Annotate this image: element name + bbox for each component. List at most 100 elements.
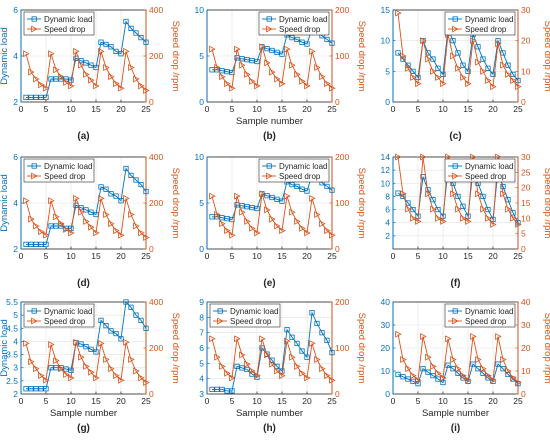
y-right-tick-label: 200 — [335, 5, 349, 15]
speed-drop-point — [133, 222, 140, 230]
legend-marker — [266, 163, 272, 169]
speed-drop-point — [455, 64, 462, 72]
dynamic-load-point — [460, 203, 466, 209]
y-right-axis-label: Speed drop /rpm — [356, 21, 367, 92]
x-tick-label: 20 — [116, 104, 126, 114]
speed-drop-point — [138, 374, 145, 382]
speed-drop-point — [324, 227, 331, 235]
speed-drop-point — [495, 40, 502, 48]
speed-drop-point — [515, 220, 522, 228]
y-left-tick-label: 0 — [385, 97, 390, 107]
dynamic-load-point — [269, 194, 275, 201]
y-left-tick-label: 30 — [381, 320, 391, 330]
y-right-tick-label: 200 — [335, 297, 349, 307]
speed-drop-point — [450, 190, 457, 198]
y-left-axis-label: Dynamic load — [0, 319, 10, 377]
dynamic-load-point — [128, 25, 134, 32]
legend-label: Dynamic load — [44, 162, 92, 171]
y-left-tick-label: 8 — [199, 312, 204, 322]
speed-drop-point — [470, 153, 477, 161]
speed-drop-line — [397, 334, 519, 383]
speed-drop-point — [490, 220, 497, 228]
dynamic-load-point — [430, 197, 436, 203]
y-left-tick-label: 5 — [385, 66, 390, 76]
dynamic-load-point — [329, 40, 335, 46]
dynamic-load-point — [138, 181, 144, 188]
speed-drop-point — [219, 73, 226, 81]
speed-drop-point — [123, 47, 130, 55]
speed-drop-point — [98, 47, 105, 55]
speed-drop-point — [495, 153, 502, 161]
dynamic-load-point — [48, 365, 54, 371]
dynamic-load-point — [480, 193, 486, 200]
legend-box — [258, 11, 330, 36]
legend-box — [444, 303, 516, 328]
speed-drop-point — [249, 77, 256, 85]
x-tick-label: 25 — [141, 396, 151, 406]
x-tick-label: 10 — [252, 396, 262, 406]
speed-drop-point — [239, 208, 246, 216]
speed-drop-point — [299, 77, 306, 85]
speed-drop-point — [510, 214, 517, 222]
legend-label: Speed drop — [44, 317, 86, 326]
speed-drop-point — [118, 231, 125, 239]
x-tick-label: 15 — [463, 251, 473, 261]
dynamic-load-point — [244, 366, 250, 373]
x-tick-label: 10 — [438, 251, 448, 261]
legend-label: Speed drop — [465, 25, 507, 34]
speed-drop-point — [480, 365, 487, 373]
x-tick-label: 15 — [277, 251, 287, 261]
speed-drop-point — [83, 70, 90, 78]
speed-drop-point — [435, 214, 442, 222]
dynamic-load-point — [98, 184, 104, 190]
legend-box — [444, 11, 516, 36]
y-right-axis-label: Speed drop /rpm — [356, 313, 367, 384]
speed-drop-point — [400, 356, 407, 363]
y-left-tick-label: 4 — [13, 51, 18, 61]
y-right-axis-label: Speed drop /rpm — [356, 168, 367, 239]
dynamic-load-point — [219, 68, 225, 74]
x-tick-label: 15 — [463, 104, 473, 114]
speed-drop-point — [279, 227, 286, 235]
speed-drop-point — [505, 205, 512, 213]
x-tick-label: 0 — [391, 104, 396, 114]
dynamic-load-point — [450, 38, 456, 44]
x-tick-label: 5 — [44, 396, 49, 406]
dynamic-load-point — [88, 346, 94, 352]
dynamic-load-point — [83, 344, 89, 350]
speed-drop-point — [229, 374, 236, 382]
speed-drop-point — [294, 70, 301, 78]
dynamic-load-point — [410, 378, 416, 384]
x-tick-label: 10 — [438, 396, 448, 406]
speed-drop-point — [78, 208, 85, 216]
speed-drop-point — [93, 229, 100, 237]
y-left-tick-label: 9 — [199, 297, 204, 307]
dynamic-load-point — [264, 193, 270, 199]
legend-label: Dynamic load — [279, 15, 327, 24]
y-right-tick-label: 20 — [521, 36, 531, 46]
speed-drop-point — [309, 47, 316, 55]
dynamic-load-point — [294, 36, 300, 43]
x-axis-label: Sample number — [50, 408, 117, 419]
y-left-tick-label: 15 — [381, 5, 391, 15]
y-right-tick-label: 0 — [521, 389, 526, 399]
speed-drop-point — [319, 365, 326, 373]
y-right-axis-label: Speed drop /rpm — [542, 21, 550, 92]
speed-drop-point — [475, 58, 482, 66]
y-right-tick-label: 200 — [335, 152, 349, 162]
speed-drop-point — [405, 205, 412, 213]
speed-drop-point — [460, 372, 467, 380]
y-left-tick-label: 4 — [13, 336, 18, 346]
dynamic-load-point — [43, 386, 49, 392]
speed-drop-point — [425, 353, 432, 361]
speed-drop-point — [415, 80, 422, 88]
dynamic-load-point — [123, 299, 129, 305]
y-left-tick-label: 2 — [13, 389, 18, 399]
y-right-axis-label: Speed drop /rpm — [542, 168, 550, 239]
dynamic-load-point — [435, 376, 441, 382]
speed-drop-point — [98, 339, 105, 347]
speed-drop-point — [405, 365, 412, 373]
speed-drop-point — [128, 356, 135, 363]
x-tick-label: 25 — [513, 396, 523, 406]
dynamic-load-point — [500, 50, 506, 56]
